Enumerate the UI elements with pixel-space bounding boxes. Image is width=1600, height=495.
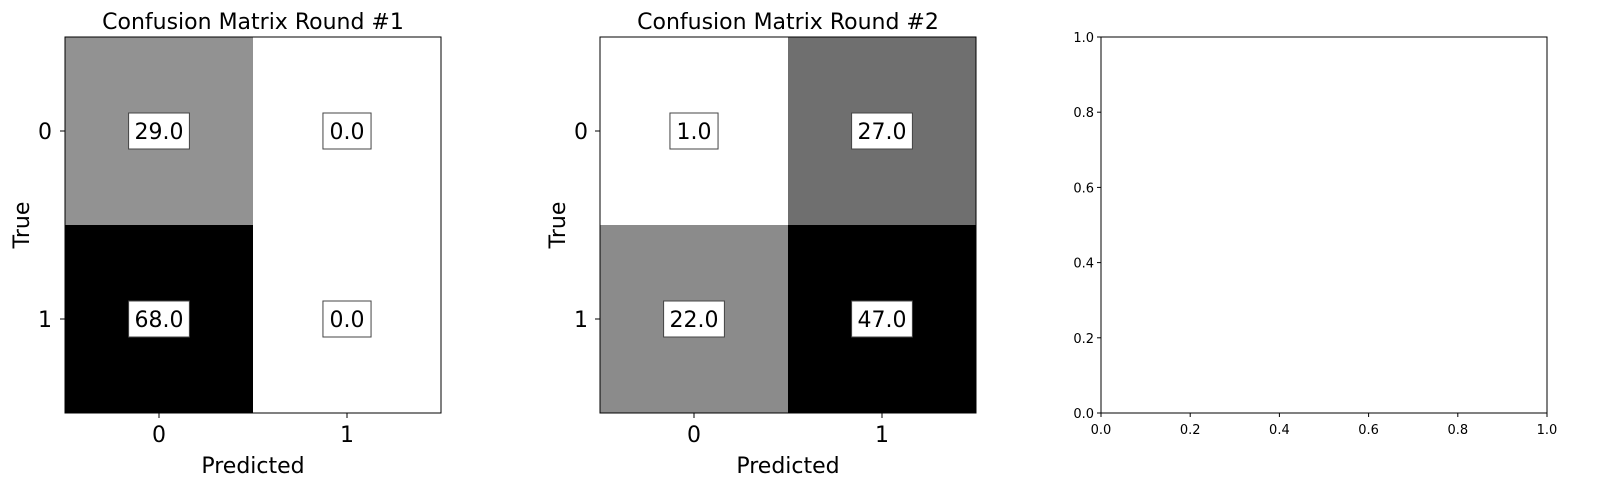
x-tick-label: 0.6 (1358, 423, 1379, 438)
x-axis-label-2: Predicted (736, 454, 839, 479)
y-ticks-3: 0.0 0.2 0.4 0.6 0.8 1.0 (1073, 31, 1101, 422)
cell-label-box (663, 300, 725, 338)
x-tick-label: 0.4 (1269, 423, 1290, 438)
x-tick-label: 1 (340, 423, 354, 448)
x-tick-label: 0.0 (1091, 423, 1112, 438)
x-tick-label: 1.0 (1537, 423, 1558, 438)
cell-label-box (669, 112, 719, 150)
cell-value-label: 1.0 (677, 120, 712, 145)
cell-value-label: 0.0 (330, 308, 365, 333)
chart-title-2: Confusion Matrix Round #2 (637, 10, 939, 35)
cell-value-label: 47.0 (858, 308, 907, 333)
heatmap-cells-2: 1.0 27.0 22.0 47.0 (600, 37, 976, 413)
plot-frame-3 (1100, 36, 1548, 414)
y-tick-label: 0.2 (1073, 332, 1094, 347)
y-tick-label: 0.8 (1073, 106, 1094, 121)
y-tick-label: 0 (38, 120, 52, 145)
y-tick-label: 1 (38, 308, 52, 333)
plot-frame-2 (599, 36, 977, 414)
y-ticks-1: 0 1 (38, 120, 65, 333)
y-axis-label-1: True (10, 202, 35, 250)
x-tick-label: 0.2 (1180, 423, 1201, 438)
heatmap-panel-2: Confusion Matrix Round #2 1.0 27.0 22.0 47.… (546, 10, 977, 479)
chart-title-1: Confusion Matrix Round #1 (102, 10, 404, 35)
y-ticks-2: 0 1 (574, 120, 600, 333)
x-ticks-1: 0 1 (152, 413, 354, 448)
cell-value-label: 22.0 (670, 308, 719, 333)
x-tick-label: 0 (687, 423, 701, 448)
cell-label-box (322, 300, 372, 338)
x-axis-label-1: Predicted (201, 454, 304, 479)
cell-label-box (851, 112, 913, 150)
y-tick-label: 0 (574, 120, 588, 145)
heatmap-cells-1: 29.0 0.0 68.0 0.0 (65, 37, 441, 413)
plot-frame-1 (64, 36, 442, 414)
cell-value-label: 29.0 (135, 120, 184, 145)
empty-axes-panel: 0.0 0.2 0.4 0.6 0.8 1.0 0.0 0.2 0.4 0.6 0.8 1.0 (1073, 31, 1557, 438)
y-tick-label: 0.0 (1073, 407, 1094, 422)
y-axis-label-2: True (546, 202, 571, 250)
x-tick-label: 0.8 (1447, 423, 1468, 438)
y-tick-label: 1.0 (1073, 31, 1094, 46)
x-ticks-2: 0 1 (687, 413, 889, 448)
cell-label-box (128, 112, 190, 150)
cell-value-label: 68.0 (135, 308, 184, 333)
cell-value-label: 0.0 (330, 120, 365, 145)
y-tick-label: 1 (574, 308, 588, 333)
y-tick-label: 0.6 (1073, 181, 1094, 196)
cell-value-label: 27.0 (858, 120, 907, 145)
cell-label-box (322, 112, 372, 150)
x-tick-label: 0 (152, 423, 166, 448)
heatmap-panel-1: Confusion Matrix Round #1 29.0 0.0 68.0 0.0… (10, 10, 442, 479)
cell-label-box (128, 300, 190, 338)
y-tick-label: 0.4 (1073, 257, 1094, 272)
x-ticks-3: 0.0 0.2 0.4 0.6 0.8 1.0 (1091, 413, 1558, 438)
cell-label-box (851, 300, 913, 338)
x-tick-label: 1 (875, 423, 889, 448)
